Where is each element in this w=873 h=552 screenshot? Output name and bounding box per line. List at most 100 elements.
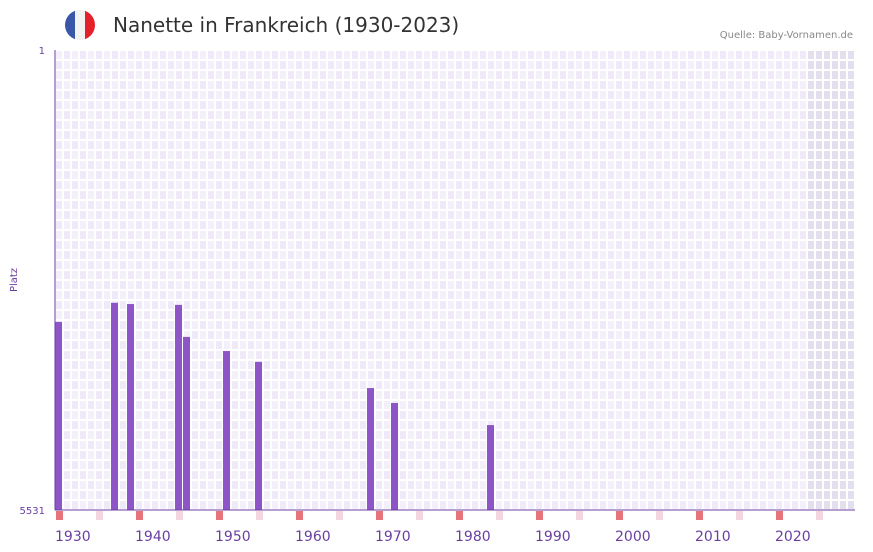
grid-cell <box>424 131 430 139</box>
grid-cell <box>760 81 766 89</box>
grid-cell <box>576 151 582 159</box>
grid-cell <box>384 351 390 359</box>
grid-cell <box>848 161 854 169</box>
grid-cell <box>824 131 830 139</box>
grid-cell <box>520 421 526 429</box>
grid-cell <box>432 281 438 289</box>
grid-cell <box>536 71 542 79</box>
grid-cell <box>824 151 830 159</box>
grid-cell <box>544 361 550 369</box>
grid-cell <box>480 491 486 499</box>
grid-cell <box>88 81 94 89</box>
grid-cell <box>432 61 438 69</box>
grid-cell <box>680 141 686 149</box>
grid-cell <box>520 381 526 389</box>
grid-cell <box>608 171 614 179</box>
grid-cell <box>640 141 646 149</box>
grid-cell <box>88 451 94 459</box>
grid-cell <box>592 91 598 99</box>
grid-cell <box>776 451 782 459</box>
grid-cell <box>672 51 678 59</box>
grid-cell <box>704 471 710 479</box>
grid-cell <box>544 321 550 329</box>
grid-cell <box>424 71 430 79</box>
grid-cell <box>288 321 294 329</box>
grid-cell <box>136 301 142 309</box>
grid-cell <box>840 241 846 249</box>
grid-cell <box>64 321 70 329</box>
grid-cell <box>496 411 502 419</box>
grid-cell <box>488 301 494 309</box>
grid-cell <box>808 151 814 159</box>
grid-cell <box>528 271 534 279</box>
grid-cell <box>648 361 654 369</box>
grid-cell <box>568 111 574 119</box>
grid-cell <box>552 201 558 209</box>
grid-cell <box>608 201 614 209</box>
grid-cell <box>352 441 358 449</box>
grid-cell <box>624 401 630 409</box>
grid-cell <box>64 251 70 259</box>
grid-cell <box>512 221 518 229</box>
grid-cell <box>232 181 238 189</box>
grid-cell <box>264 61 270 69</box>
grid-cell <box>56 281 62 289</box>
grid-cell <box>752 131 758 139</box>
grid-cell <box>64 501 70 509</box>
grid-cell <box>808 301 814 309</box>
grid-cell <box>184 261 190 269</box>
grid-cell <box>208 381 214 389</box>
grid-cell <box>304 81 310 89</box>
grid-cell <box>792 311 798 319</box>
grid-cell <box>256 281 262 289</box>
grid-cell <box>728 251 734 259</box>
grid-cell <box>520 361 526 369</box>
grid-cell <box>560 351 566 359</box>
grid-cell <box>152 361 158 369</box>
grid-cell <box>496 371 502 379</box>
grid-cell <box>816 321 822 329</box>
grid-cell <box>496 331 502 339</box>
grid-cell <box>776 481 782 489</box>
grid-cell <box>824 491 830 499</box>
grid-cell <box>424 141 430 149</box>
grid-cell <box>352 461 358 469</box>
grid-cell <box>848 121 854 129</box>
grid-cell <box>152 501 158 509</box>
grid-cell <box>848 441 854 449</box>
grid-cell <box>232 471 238 479</box>
grid-cell <box>744 211 750 219</box>
grid-cell <box>648 381 654 389</box>
grid-cell <box>632 171 638 179</box>
grid-cell <box>240 81 246 89</box>
grid-cell <box>288 301 294 309</box>
grid-cell <box>824 261 830 269</box>
grid-cell <box>760 351 766 359</box>
grid-cell <box>592 291 598 299</box>
grid-cell <box>552 151 558 159</box>
grid-cell <box>504 271 510 279</box>
grid-cell <box>168 241 174 249</box>
grid-cell <box>304 461 310 469</box>
grid-cell <box>232 291 238 299</box>
grid-cell <box>296 501 302 509</box>
grid-cell <box>616 421 622 429</box>
grid-cell <box>248 141 254 149</box>
grid-cell <box>696 251 702 259</box>
grid-cell <box>392 291 398 299</box>
grid-cell <box>552 161 558 169</box>
grid-cell <box>664 331 670 339</box>
grid-cell <box>776 81 782 89</box>
grid-cell <box>744 121 750 129</box>
grid-cell <box>736 171 742 179</box>
grid-cell <box>328 101 334 109</box>
grid-cell <box>776 71 782 79</box>
grid-cell <box>80 501 86 509</box>
grid-cell <box>192 241 198 249</box>
grid-cell <box>392 161 398 169</box>
grid-cell <box>296 351 302 359</box>
grid-cell <box>576 471 582 479</box>
grid-cell <box>696 151 702 159</box>
grid-cell <box>680 471 686 479</box>
grid-cell <box>784 111 790 119</box>
